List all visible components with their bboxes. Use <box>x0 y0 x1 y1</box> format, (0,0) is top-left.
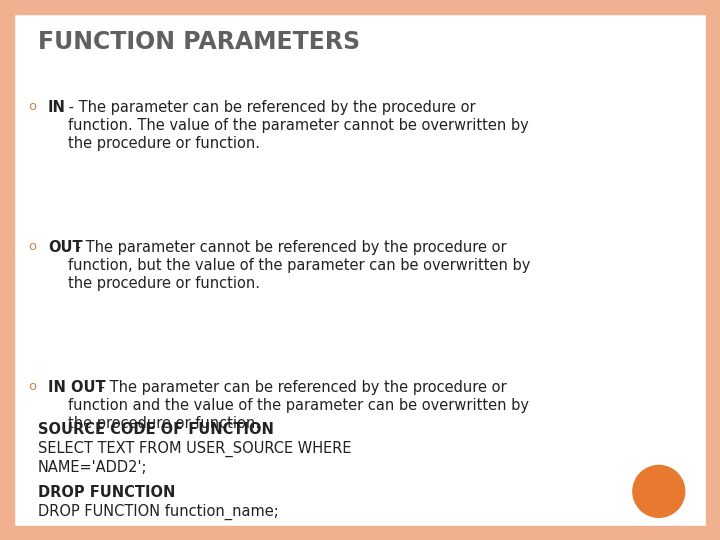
Bar <box>0 526 720 540</box>
Text: SELECT TEXT FROM USER_SOURCE WHERE: SELECT TEXT FROM USER_SOURCE WHERE <box>38 441 351 457</box>
Bar <box>706 0 720 540</box>
Text: IN: IN <box>48 100 66 115</box>
Text: FUNCTION PARAMETERS: FUNCTION PARAMETERS <box>38 30 360 54</box>
Text: function, but the value of the parameter can be overwritten by: function, but the value of the parameter… <box>68 258 531 273</box>
Text: NAME='ADD2';: NAME='ADD2'; <box>38 460 148 475</box>
Text: o: o <box>28 380 36 393</box>
Text: SOURCE CODE OF FUNCTION: SOURCE CODE OF FUNCTION <box>38 422 274 437</box>
Text: the procedure or function.: the procedure or function. <box>68 276 260 291</box>
Circle shape <box>633 465 685 517</box>
Text: function. The value of the parameter cannot be overwritten by: function. The value of the parameter can… <box>68 118 528 133</box>
Text: DROP FUNCTION: DROP FUNCTION <box>38 485 176 500</box>
Bar <box>0 0 14 540</box>
Text: OUT: OUT <box>48 240 83 255</box>
Text: the procedure or function.: the procedure or function. <box>68 136 260 151</box>
Text: - The parameter can be referenced by the procedure or: - The parameter can be referenced by the… <box>95 380 506 395</box>
Text: DROP FUNCTION function_name;: DROP FUNCTION function_name; <box>38 504 279 520</box>
Text: - The parameter cannot be referenced by the procedure or: - The parameter cannot be referenced by … <box>71 240 507 255</box>
Text: the procedure or function.: the procedure or function. <box>68 416 260 431</box>
Bar <box>0 0 720 14</box>
Text: - The parameter can be referenced by the procedure or: - The parameter can be referenced by the… <box>63 100 475 115</box>
Text: IN OUT: IN OUT <box>48 380 106 395</box>
Text: o: o <box>28 100 36 113</box>
Text: o: o <box>28 240 36 253</box>
Text: function and the value of the parameter can be overwritten by: function and the value of the parameter … <box>68 398 529 413</box>
